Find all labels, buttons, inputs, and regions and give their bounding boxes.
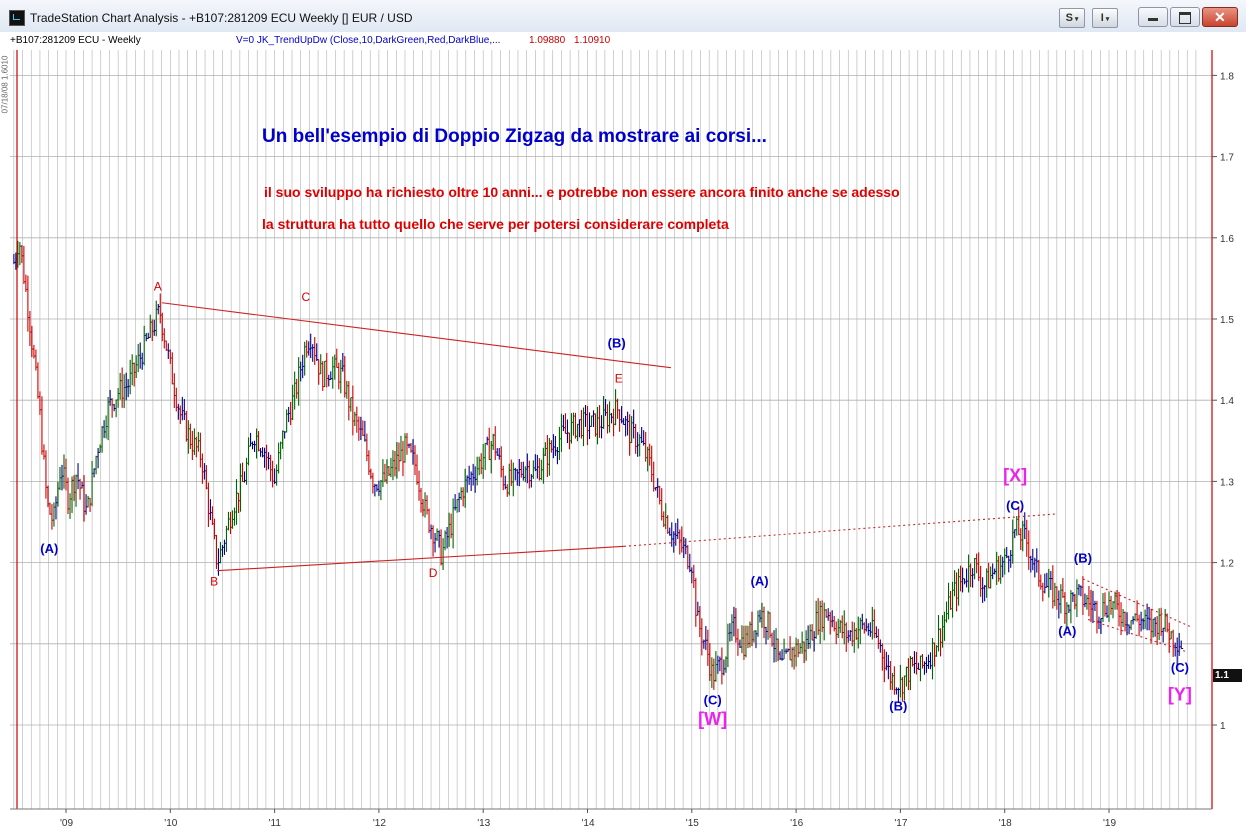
annotation-line-1: il suo sviluppo ha richiesto oltre 10 an… <box>264 184 900 200</box>
trendline <box>1087 618 1188 653</box>
current-price-tag: 1.1 <box>1213 669 1242 682</box>
y-tick-label: 1.4 <box>1220 396 1234 407</box>
restore-icon <box>1179 12 1191 24</box>
symbol-label: +B107:281209 ECU - Weekly <box>10 35 141 46</box>
trendline <box>217 545 625 572</box>
x-tick-label: '17 <box>894 818 907 829</box>
wave-label: A <box>154 280 162 294</box>
x-tick-label: '19 <box>1103 818 1116 829</box>
x-tick-label: '18 <box>999 818 1012 829</box>
y-tick-label: 1.3 <box>1220 477 1234 488</box>
annotation-title: Un bell'esempio di Doppio Zigzag da most… <box>262 126 767 147</box>
indicator-value-1: 1.09880 <box>529 35 566 46</box>
wave-label: (A) <box>40 541 58 556</box>
wave-label: (B) <box>889 698 907 713</box>
i-button-label: I <box>1100 12 1104 24</box>
wave-label: (C) <box>1171 660 1189 675</box>
window-titlebar: TradeStation Chart Analysis - +B107:2812… <box>0 0 1246 33</box>
x-tick-label: '09 <box>60 818 73 829</box>
x-tick-label: '16 <box>790 818 803 829</box>
wave-label: (A) <box>1058 624 1076 639</box>
wave-labels: AC(B)E(A)BD(A)(C)[W](B)[X](C)(B)(A)(C)[Y… <box>40 280 1192 729</box>
close-icon: ✕ <box>1214 9 1226 25</box>
trendlines <box>161 302 1193 653</box>
wave-label: [Y] <box>1168 685 1192 705</box>
price-bars <box>13 240 1184 704</box>
x-tick-label: '12 <box>373 818 386 829</box>
x-tick-label: '14 <box>582 818 595 829</box>
trendline <box>623 513 1057 547</box>
s-menu-button[interactable]: S ▾ <box>1059 8 1085 28</box>
x-tick-label: '10 <box>164 818 177 829</box>
grid-lines <box>10 50 1212 809</box>
y-tick-label: 1 <box>1220 721 1226 732</box>
indicator-value-2: 1.10910 <box>574 35 611 46</box>
price-chart[interactable]: 1.8 1.7 1.6 1.5 1.4 1.3 1.2 1 '09 '10 '11 '12 '13 '14… <box>0 32 1246 838</box>
trendline <box>161 302 672 369</box>
y-tick-label: 1.2 <box>1220 559 1234 570</box>
i-menu-button[interactable]: I ▾ <box>1092 8 1118 28</box>
y-tick-label: 1.5 <box>1220 315 1234 326</box>
tradestation-app-icon <box>9 10 25 26</box>
wave-label: (C) <box>1006 498 1024 513</box>
x-tick-label: '15 <box>686 818 699 829</box>
window-title: TradeStation Chart Analysis - +B107:2812… <box>30 11 413 25</box>
close-button[interactable]: ✕ <box>1202 7 1238 27</box>
annotation-line-2: la struttura ha tutto quello che serve p… <box>262 216 729 232</box>
wave-label: [X] <box>1003 465 1027 485</box>
wave-label: [W] <box>698 709 727 729</box>
y-tick-label: 1.8 <box>1220 71 1234 82</box>
x-tick-label: '13 <box>477 818 490 829</box>
x-tick-label: '11 <box>269 818 282 829</box>
chart-area[interactable]: 1.8 1.7 1.6 1.5 1.4 1.3 1.2 1 '09 '10 '11 '12 '13 '14… <box>0 32 1246 838</box>
wave-label: (A) <box>751 573 769 588</box>
wave-label: C <box>302 290 311 304</box>
first-bar-side-label: 07/18/08 1.6010 <box>0 55 10 114</box>
restore-button[interactable] <box>1170 7 1200 27</box>
indicator-label: V=0 JK_TrendUpDw (Close,10,DarkGreen,Red… <box>236 35 501 46</box>
wave-label: (C) <box>704 693 722 708</box>
wave-label: B <box>210 574 218 588</box>
minimize-button[interactable] <box>1138 7 1168 27</box>
minimize-icon <box>1148 18 1158 21</box>
wave-label: E <box>615 371 623 385</box>
wave-label: (B) <box>608 335 626 350</box>
axes: 1.8 1.7 1.6 1.5 1.4 1.3 1.2 1 '09 '10 '11 '12 '13 '14… <box>10 50 1234 829</box>
s-button-label: S <box>1065 12 1073 24</box>
wave-label: (B) <box>1074 551 1092 566</box>
y-tick-label: 1.6 <box>1220 234 1234 245</box>
y-tick-label: 1.7 <box>1220 153 1234 164</box>
wave-label: D <box>429 566 438 580</box>
